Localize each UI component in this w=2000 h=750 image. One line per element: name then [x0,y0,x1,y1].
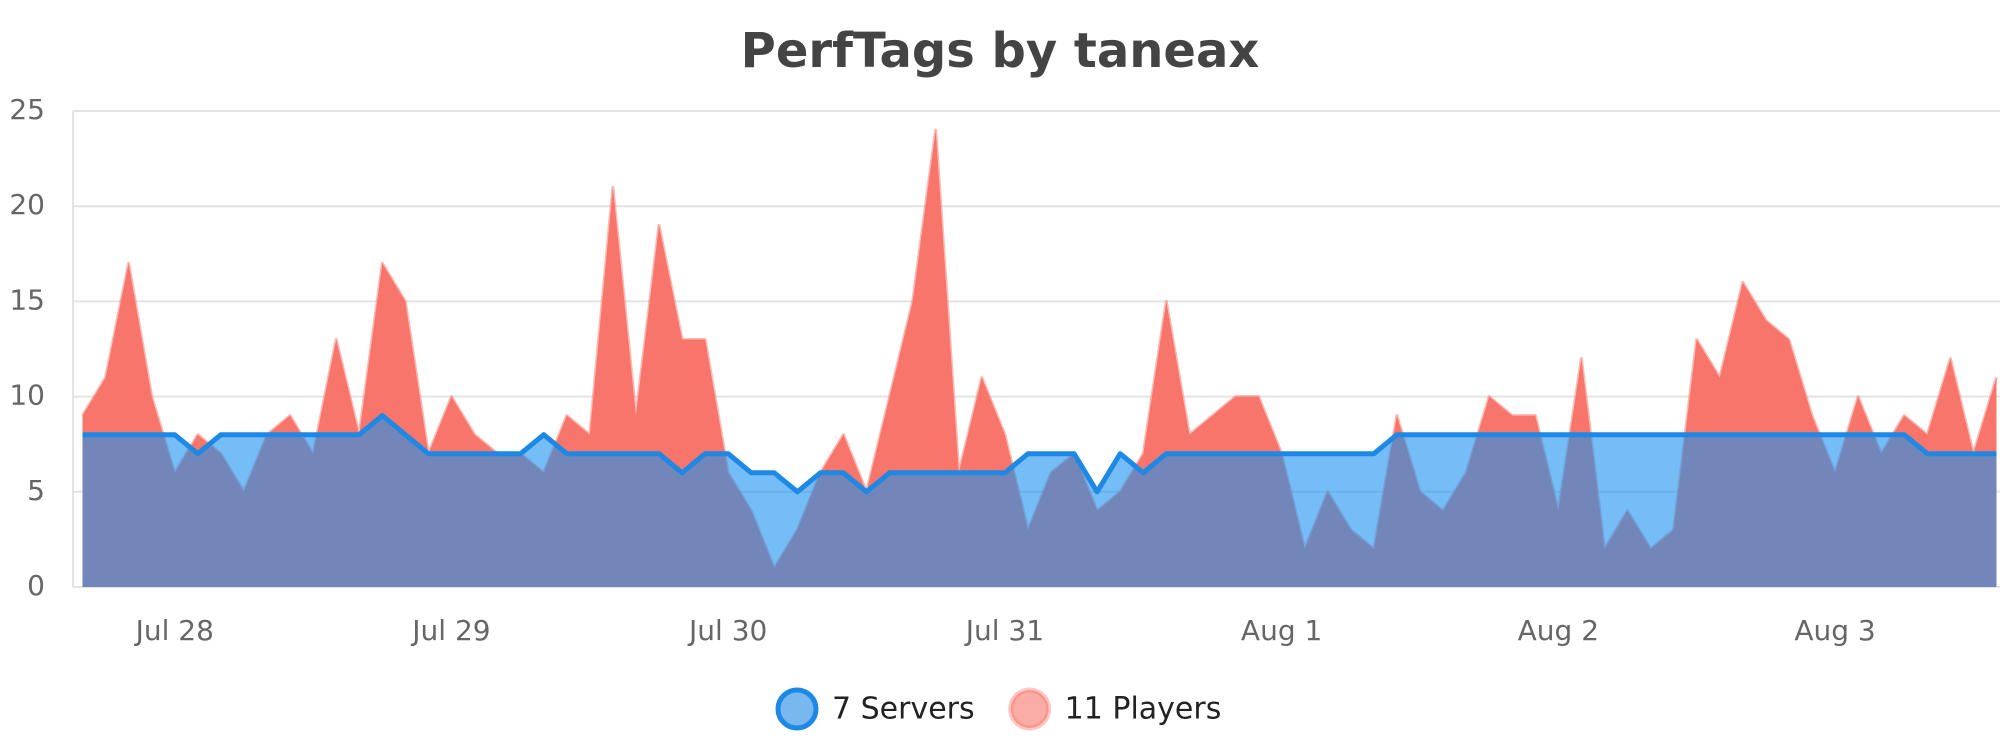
y-tick-label: 15 [9,283,45,316]
y-tick-label: 10 [9,379,45,412]
y-tick-label: 25 [9,93,45,126]
x-tick-label: Jul 30 [687,614,767,647]
legend-item[interactable]: 7 Servers [775,687,975,731]
legend-label: 11 Players [1065,692,1222,727]
legend-marker [1008,687,1052,731]
x-tick-label: Aug 3 [1794,614,1875,647]
y-tick-label: 5 [27,474,45,507]
y-tick-label: 20 [9,188,45,221]
x-tick-label: Jul 31 [964,614,1044,647]
x-tick-label: Jul 29 [410,614,490,647]
area [82,415,1997,587]
plot-area [81,128,1998,587]
x-tick-label: Jul 28 [134,614,214,647]
x-tick-label: Aug 2 [1518,614,1599,647]
legend-item[interactable]: 11 Players [1008,687,1222,731]
x-tick-label: Aug 1 [1241,614,1322,647]
axes: 0 5 10 15 20 25 Jul 28 Jul 29 Jul 30 Jul 31 Aug 1 A… [9,93,1875,647]
chart-title: PerfTags by taneax [741,23,1260,79]
legend-label: 7 Servers [832,692,975,727]
area-line [82,413,1997,495]
legend: 7 Servers 11 Players [775,687,1222,731]
legend-marker [775,687,819,731]
y-tick-label: 0 [27,569,45,602]
